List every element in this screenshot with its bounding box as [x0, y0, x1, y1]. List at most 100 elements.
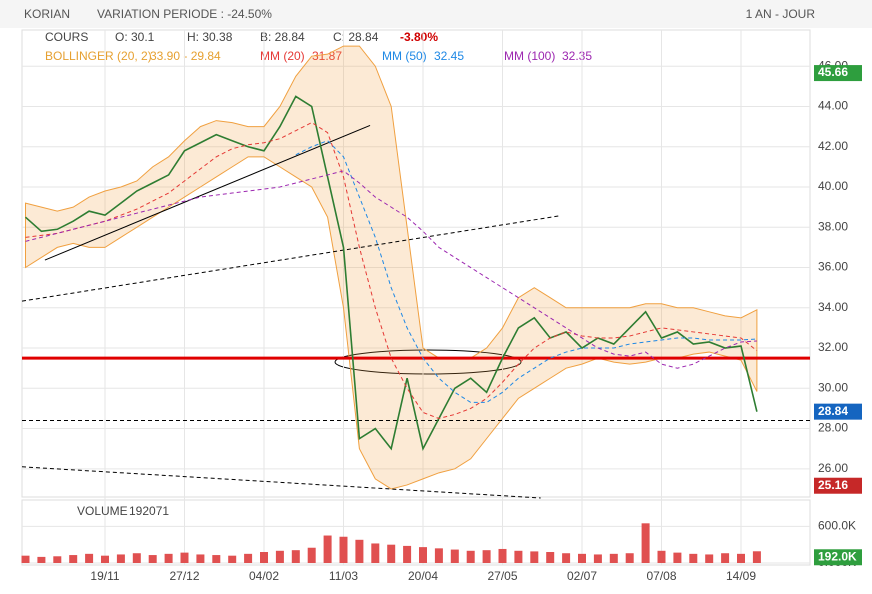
volume-bar [673, 552, 682, 563]
price-badge [814, 477, 862, 494]
legend-entry: MM (50) [382, 49, 427, 63]
volume-bar [387, 544, 396, 563]
volume-bar [37, 556, 46, 563]
volume-bar [275, 550, 284, 563]
volume-bar [705, 554, 714, 563]
volume-bar [339, 536, 348, 563]
price-badge-label: 25.16 [818, 478, 848, 492]
y-tick-label: 26.00 [818, 461, 848, 475]
volume-bar [657, 550, 666, 563]
volume-bar [69, 555, 78, 563]
volume-bar [403, 545, 412, 563]
x-tick-label: 19/11 [90, 569, 119, 583]
volume-bar [466, 550, 475, 563]
y-tick-label: 44.00 [818, 99, 848, 113]
volume-name: VOLUME [77, 504, 128, 518]
volume-frame [21, 499, 811, 566]
x-tick-label: 14/09 [726, 569, 756, 583]
volume-value: 192071 [129, 504, 169, 518]
x-tick-label: 11/03 [329, 569, 358, 583]
legend-change: -3.80% [400, 30, 438, 44]
volume-bar [434, 548, 443, 563]
series-line [295, 140, 757, 403]
volume-bar [148, 555, 157, 563]
legend-cours: COURS [45, 30, 88, 44]
price-badge [814, 65, 862, 82]
volume-bar [212, 555, 221, 563]
y-tick-label: 40.00 [818, 179, 848, 193]
volume-bar [85, 553, 94, 563]
volume-bar [180, 552, 189, 563]
volume-bar [482, 550, 491, 563]
ellipse-annotation [334, 349, 522, 375]
volume-bar [562, 553, 571, 563]
x-tick-label: 27/12 [169, 569, 199, 583]
volume-bar [419, 547, 427, 563]
legend-entry: 31.87 [312, 49, 342, 63]
series-line [24, 95, 758, 451]
volume-bar [498, 548, 507, 563]
volume-bar [578, 553, 586, 563]
plot-frame [21, 29, 811, 498]
legend-open: O: 30.1 [115, 30, 155, 44]
volume-bar [514, 550, 523, 563]
volume-bar [641, 523, 650, 563]
price-badge-label: 45.66 [818, 65, 848, 79]
y-tick-label: 34.00 [818, 300, 848, 314]
volume-bar [196, 554, 205, 563]
volume-bar [721, 553, 730, 563]
volume-bar [546, 552, 555, 563]
series-line [25, 122, 758, 420]
volume-badge-label: 192.0K [818, 549, 857, 563]
symbol: KORIAN [24, 7, 70, 21]
x-tick-label: 20/04 [408, 569, 438, 583]
volume-badge [814, 549, 862, 566]
legend-entry: 32.45 [434, 49, 464, 63]
price-badge [814, 403, 862, 420]
legend-entry: 32.35 [562, 49, 592, 63]
volume-bar [530, 551, 539, 563]
legend-entry: 33.90 - 29.84 [150, 49, 221, 63]
volume-bar [593, 554, 602, 563]
trend-line [21, 466, 541, 499]
x-tick-label: 04/02 [249, 569, 279, 583]
volume-bar [737, 553, 745, 563]
volume-bar [609, 553, 618, 563]
bollinger-band [25, 45, 758, 490]
volume-bar [101, 555, 109, 563]
volume-bar [291, 550, 300, 563]
y-tick-label: 30.00 [818, 380, 848, 394]
volume-bar [625, 553, 634, 563]
series-line [25, 170, 757, 369]
x-tick-label: 07/08 [646, 569, 676, 583]
volume-bar [244, 553, 253, 563]
trend-line [44, 124, 371, 261]
volume-bar [450, 549, 459, 563]
volume-bar [307, 547, 316, 563]
y-tick-label: 38.00 [818, 219, 848, 233]
legend-entry: BOLLINGER (20, 2) [45, 49, 152, 63]
y-tick-label: 28.00 [818, 421, 848, 435]
x-tick-label: 27/05 [487, 569, 517, 583]
legend-entry: MM (100) [504, 49, 555, 63]
x-tick-label: 02/07 [567, 569, 597, 583]
volume-bar [371, 543, 380, 563]
volume-bar [260, 552, 268, 563]
legend-high: H: 30.38 [187, 30, 233, 44]
variation: VARIATION PERIODE : -24.50% [97, 7, 272, 21]
volume-bar [689, 553, 698, 563]
volume-bar [323, 535, 332, 563]
legend-entry: MM (20) [260, 49, 305, 63]
volume-bar [228, 555, 237, 563]
header-bar [0, 0, 872, 28]
price-badge-label: 28.84 [818, 404, 848, 418]
volume-bar [53, 556, 62, 563]
volume-bar [164, 553, 173, 563]
volume-bar [21, 555, 30, 563]
y-tick-label: 36.00 [818, 260, 848, 274]
volume-bar [752, 551, 761, 563]
volume-bar [355, 539, 364, 563]
period: 1 AN - JOUR [746, 7, 816, 21]
